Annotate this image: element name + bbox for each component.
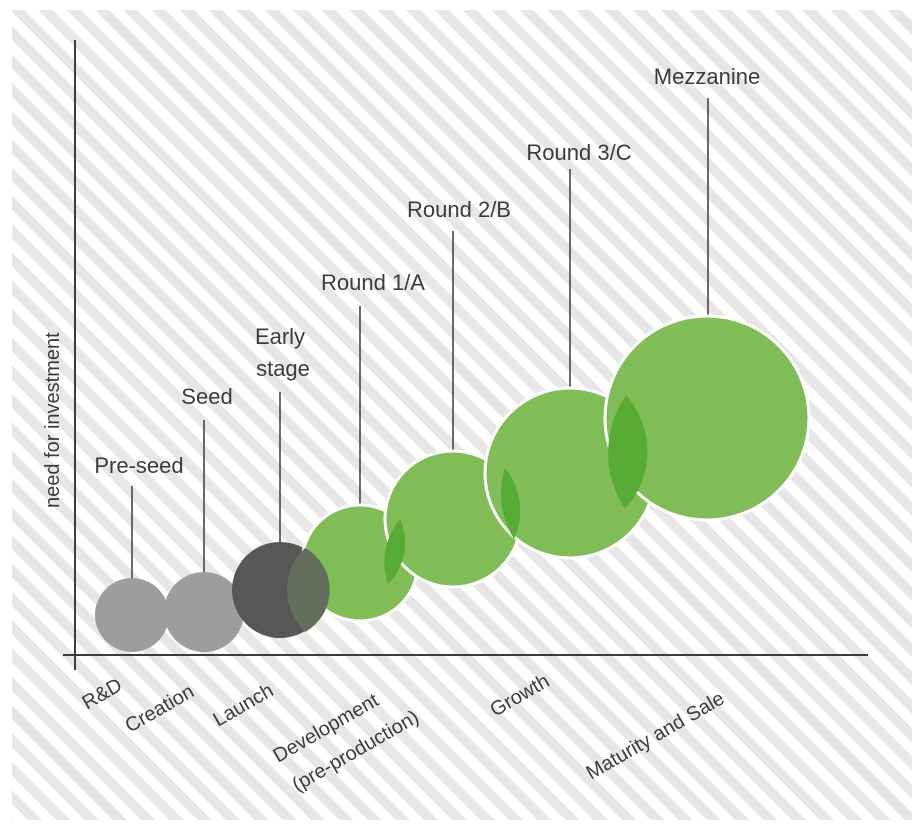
axes — [63, 40, 868, 670]
round-labels: Pre-seed Seed Early stage Round 1/A Roun… — [94, 64, 760, 478]
overlap-round3-mezzanine — [608, 395, 648, 509]
overlap-round1-round2 — [384, 519, 406, 584]
round-label-early: Early — [255, 324, 305, 349]
bubble-mezzanine — [603, 314, 811, 522]
overlap-round2-round3 — [500, 468, 521, 539]
y-axis-label: need for investment — [42, 332, 64, 508]
bubble-seed — [164, 572, 244, 652]
round-label-mezzanine: Mezzanine — [654, 64, 760, 89]
overlap-early-round1 — [286, 548, 330, 632]
bubble-pre-seed — [95, 578, 169, 652]
round-label-round-2b: Round 2/B — [407, 197, 511, 222]
round-label-seed: Seed — [181, 384, 232, 409]
leader-lines — [131, 98, 709, 578]
overlap-regions — [286, 395, 648, 632]
round-label-round-1a: Round 1/A — [321, 270, 425, 295]
round-label-pre-seed: Pre-seed — [94, 453, 183, 478]
round-label-round-3c: Round 3/C — [526, 140, 631, 165]
round-label-stage: stage — [256, 356, 310, 381]
